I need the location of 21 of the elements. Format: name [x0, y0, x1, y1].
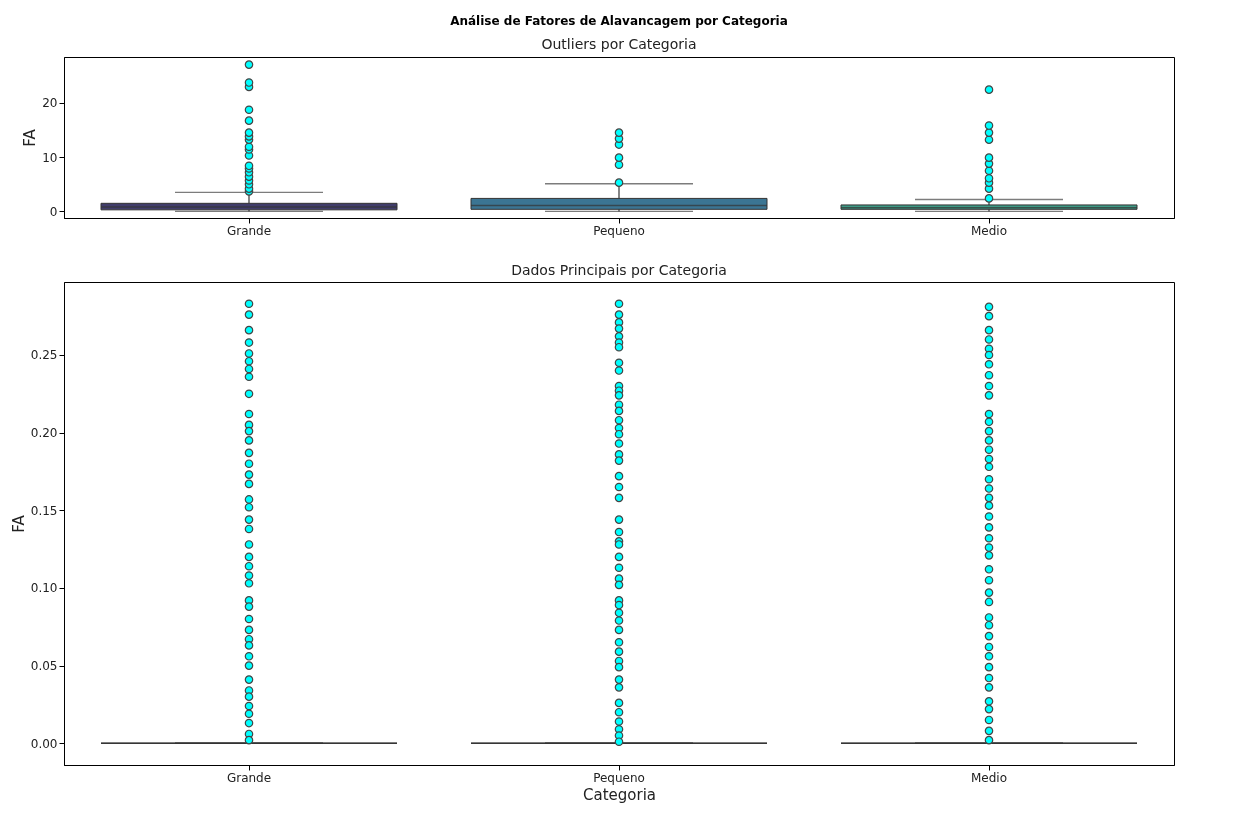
y-axis-title: FA [9, 514, 28, 533]
chart-title: Dados Principais por Categoria [511, 262, 727, 278]
y-tick-label: 0.20 [30, 426, 58, 441]
chart-subtitle: Outliers por Categoria [541, 36, 697, 52]
y-tick-label: 0.25 [30, 348, 58, 363]
y-tick-label: 0.05 [30, 659, 58, 674]
y-tick-label: 0.00 [30, 736, 58, 751]
y-tick-label: 10 [42, 150, 58, 165]
y-tick-label: 20 [42, 96, 58, 111]
x-axis-title: Categoria [582, 785, 657, 804]
x-tick-label: Pequeno [593, 770, 645, 785]
y-tick-label: 0.15 [30, 503, 58, 518]
x-tick-label: Medio [970, 223, 1008, 238]
x-tick-label: Grande [226, 770, 272, 785]
chart-title: Análise de Fatores de Alavancagem por Categoria [450, 14, 788, 28]
x-tick-label: Pequeno [593, 223, 645, 238]
y-tick-label: 0.10 [30, 581, 58, 596]
y-axis-title: FA [21, 128, 40, 147]
x-tick-label: Medio [970, 770, 1008, 785]
x-tick-label: Grande [226, 223, 272, 238]
y-tick-label: 0 [49, 204, 58, 219]
